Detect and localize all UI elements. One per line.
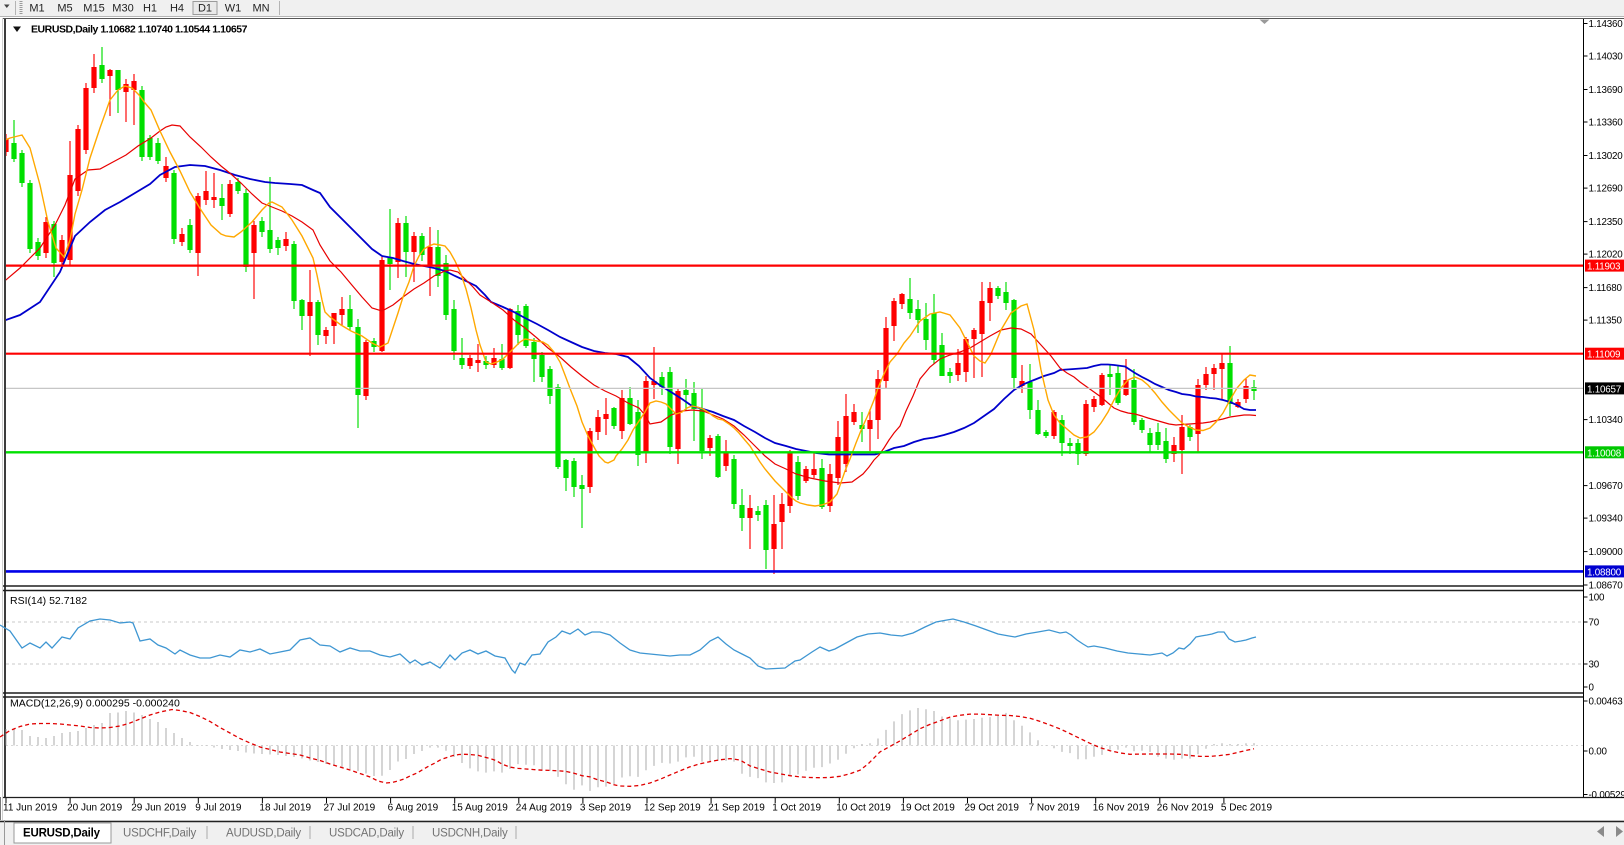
svg-text:1.13690: 1.13690 bbox=[1589, 85, 1624, 96]
svg-text:1.09340: 1.09340 bbox=[1589, 514, 1624, 525]
svg-text:19 Oct 2019: 19 Oct 2019 bbox=[900, 803, 955, 814]
svg-text:1.11680: 1.11680 bbox=[1589, 283, 1623, 294]
svg-text:1.14030: 1.14030 bbox=[1589, 52, 1624, 63]
svg-text:100: 100 bbox=[1589, 593, 1605, 604]
svg-text:6 Aug 2019: 6 Aug 2019 bbox=[388, 803, 439, 814]
svg-text:29 Oct 2019: 29 Oct 2019 bbox=[965, 803, 1020, 814]
svg-text:3 Sep 2019: 3 Sep 2019 bbox=[580, 803, 632, 814]
svg-text:USDCHF,Daily: USDCHF,Daily bbox=[123, 828, 196, 840]
svg-text:15 Aug 2019: 15 Aug 2019 bbox=[452, 803, 509, 814]
svg-text:MACD(12,26,9) 0.000295 -0.0002: MACD(12,26,9) 0.000295 -0.000240 bbox=[10, 698, 180, 710]
svg-text:EURUSD,Daily: EURUSD,Daily bbox=[23, 828, 101, 840]
svg-text:1.12690: 1.12690 bbox=[1589, 184, 1624, 195]
svg-text:12 Sep 2019: 12 Sep 2019 bbox=[644, 803, 701, 814]
svg-text:9 Jul 2019: 9 Jul 2019 bbox=[195, 803, 242, 814]
svg-text:1.14360: 1.14360 bbox=[1589, 19, 1624, 30]
svg-text:W1: W1 bbox=[225, 3, 242, 15]
svg-text:M15: M15 bbox=[83, 3, 104, 15]
svg-text:0: 0 bbox=[1589, 683, 1595, 694]
svg-text:AUDUSD,Daily: AUDUSD,Daily bbox=[226, 828, 301, 840]
svg-text:27 Jul 2019: 27 Jul 2019 bbox=[324, 803, 376, 814]
svg-text:18 Jul 2019: 18 Jul 2019 bbox=[259, 803, 311, 814]
svg-text:0.00463: 0.00463 bbox=[1589, 697, 1624, 708]
svg-text:M1: M1 bbox=[29, 3, 44, 15]
svg-text:1 Oct 2019: 1 Oct 2019 bbox=[772, 803, 821, 814]
svg-text:MN: MN bbox=[252, 3, 269, 15]
svg-text:H1: H1 bbox=[143, 3, 157, 15]
svg-text:-0.00529: -0.00529 bbox=[1589, 790, 1624, 801]
svg-text:0.00: 0.00 bbox=[1589, 747, 1608, 758]
svg-text:21 Sep 2019: 21 Sep 2019 bbox=[708, 803, 765, 814]
svg-text:1.11903: 1.11903 bbox=[1587, 262, 1621, 273]
svg-text:1.13020: 1.13020 bbox=[1589, 151, 1624, 162]
svg-text:10 Oct 2019: 10 Oct 2019 bbox=[836, 803, 891, 814]
svg-text:1.10657: 1.10657 bbox=[1587, 384, 1621, 395]
svg-text:USDCAD,Daily: USDCAD,Daily bbox=[329, 828, 404, 840]
svg-text:20 Jun 2019: 20 Jun 2019 bbox=[67, 803, 122, 814]
svg-text:1.13360: 1.13360 bbox=[1589, 118, 1624, 129]
svg-text:1.12020: 1.12020 bbox=[1589, 250, 1624, 261]
svg-text:1.08670: 1.08670 bbox=[1589, 581, 1624, 592]
svg-text:16 Nov 2019: 16 Nov 2019 bbox=[1093, 803, 1150, 814]
svg-text:24 Aug 2019: 24 Aug 2019 bbox=[516, 803, 573, 814]
svg-text:30: 30 bbox=[1589, 660, 1600, 671]
svg-text:11 Jun 2019: 11 Jun 2019 bbox=[3, 803, 58, 814]
svg-text:1.11350: 1.11350 bbox=[1589, 316, 1623, 327]
svg-text:1.11009: 1.11009 bbox=[1587, 350, 1620, 361]
svg-text:EURUSD,Daily 1.10682 1.10740: EURUSD,Daily 1.10682 1.10740 1.10544 1.1… bbox=[31, 24, 248, 36]
svg-text:1.08800: 1.08800 bbox=[1587, 567, 1622, 578]
svg-text:1.09000: 1.09000 bbox=[1589, 547, 1624, 558]
svg-text:1.10340: 1.10340 bbox=[1589, 415, 1624, 426]
svg-text:M30: M30 bbox=[112, 3, 133, 15]
svg-text:7 Nov 2019: 7 Nov 2019 bbox=[1029, 803, 1081, 814]
svg-text:70: 70 bbox=[1589, 618, 1600, 629]
svg-text:1.10008: 1.10008 bbox=[1587, 448, 1622, 459]
svg-text:RSI(14) 52.7182: RSI(14) 52.7182 bbox=[10, 595, 87, 607]
svg-text:D1: D1 bbox=[198, 3, 212, 15]
svg-text:USDCNH,Daily: USDCNH,Daily bbox=[432, 828, 508, 840]
svg-text:1.09670: 1.09670 bbox=[1589, 481, 1624, 492]
svg-text:1.12350: 1.12350 bbox=[1589, 217, 1624, 228]
svg-text:H4: H4 bbox=[170, 3, 184, 15]
svg-text:5 Dec 2019: 5 Dec 2019 bbox=[1221, 803, 1273, 814]
svg-text:29 Jun 2019: 29 Jun 2019 bbox=[131, 803, 186, 814]
svg-text:26 Nov 2019: 26 Nov 2019 bbox=[1157, 803, 1214, 814]
svg-text:M5: M5 bbox=[57, 3, 72, 15]
